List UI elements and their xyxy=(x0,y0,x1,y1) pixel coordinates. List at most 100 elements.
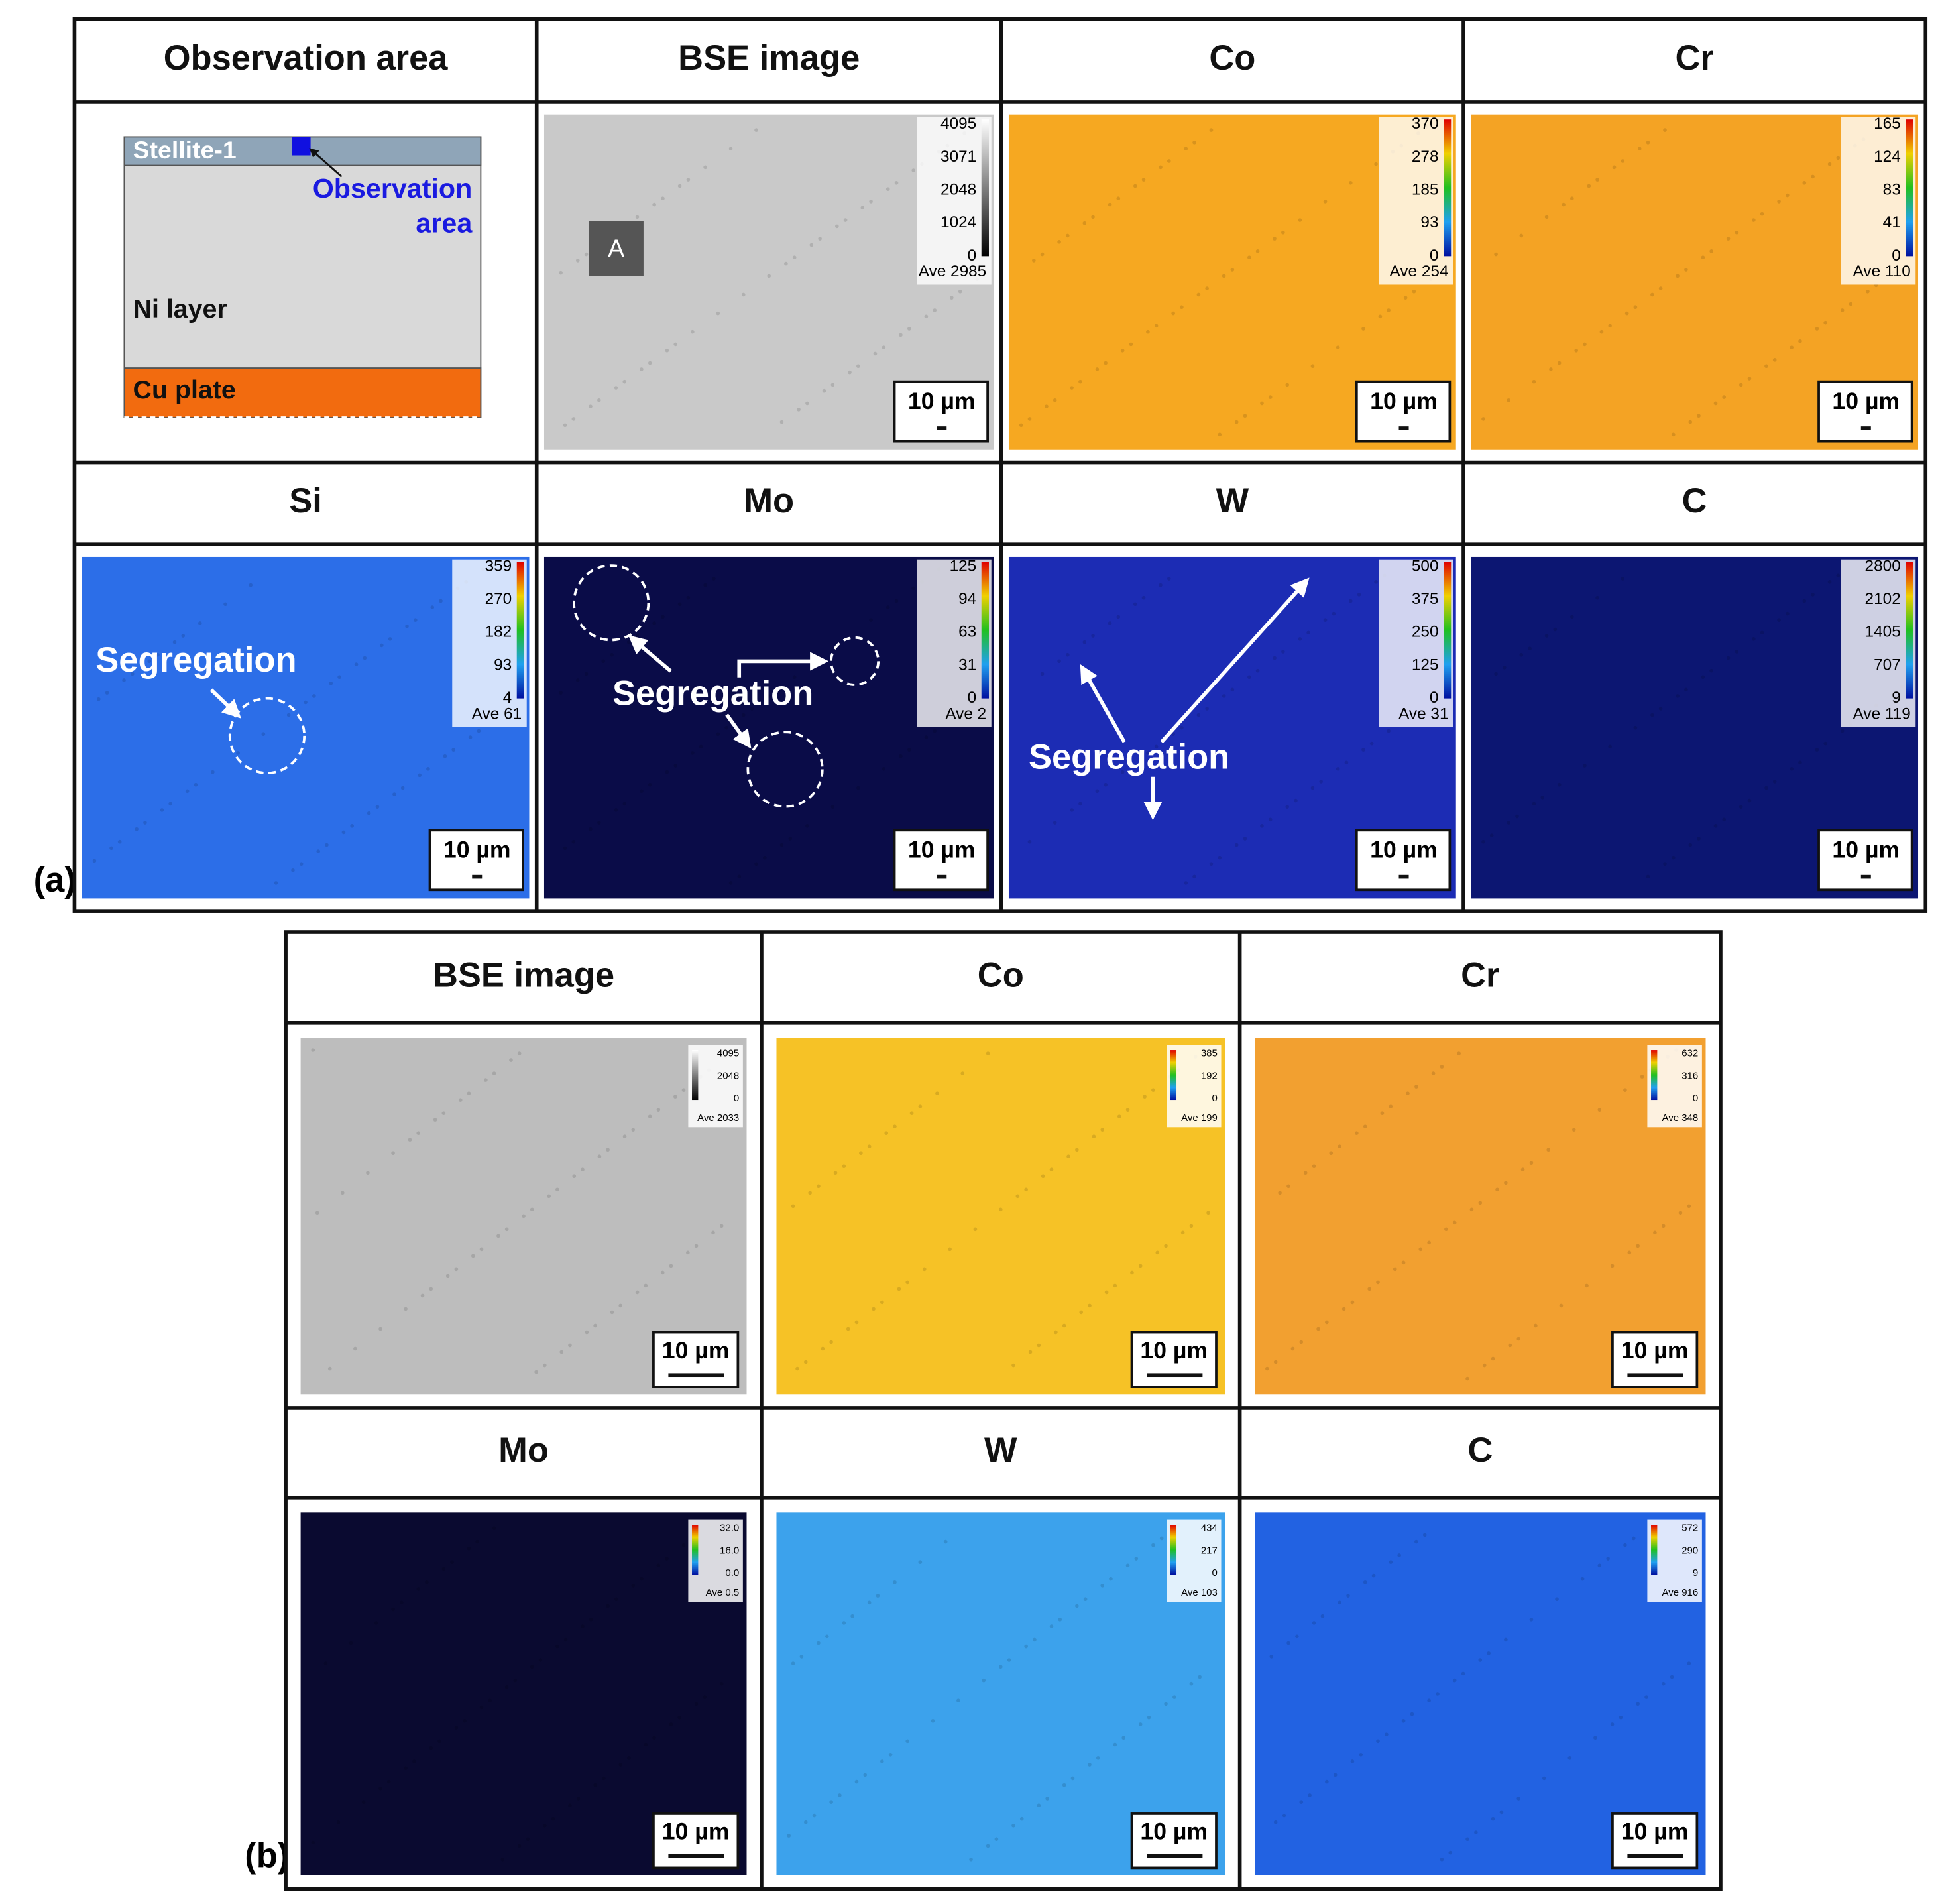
colorbar-label: 250 xyxy=(1412,623,1439,641)
texture xyxy=(408,1138,412,1142)
texture xyxy=(652,1736,656,1740)
texture xyxy=(1495,1187,1499,1192)
texture xyxy=(703,1695,707,1699)
texture xyxy=(513,1678,518,1683)
texture xyxy=(681,1088,686,1092)
texture xyxy=(1520,1167,1525,1172)
texture xyxy=(1619,1715,1623,1720)
cell-title: Cr xyxy=(1675,38,1713,78)
texture xyxy=(223,602,227,607)
texture xyxy=(1155,1250,1160,1255)
texture xyxy=(1397,1553,1401,1557)
texture xyxy=(463,1718,467,1723)
texture xyxy=(1306,630,1310,635)
texture xyxy=(1053,821,1057,825)
texture xyxy=(1066,652,1070,657)
scale-box xyxy=(1355,380,1452,443)
texture xyxy=(1777,200,1781,204)
texture xyxy=(1637,147,1642,151)
texture xyxy=(1491,1356,1495,1361)
texture xyxy=(1452,1220,1457,1225)
texture xyxy=(1146,751,1150,755)
texture xyxy=(1346,1594,1350,1598)
layer-label: Stellite-1 xyxy=(133,136,237,164)
texture xyxy=(1323,618,1328,622)
texture xyxy=(1798,760,1802,765)
texture xyxy=(572,1174,577,1179)
texture xyxy=(833,1171,838,1175)
texture xyxy=(1697,837,1701,841)
texture xyxy=(492,1526,496,1530)
annotation-arrow xyxy=(209,688,241,719)
colorbar-label: 572 xyxy=(1682,1523,1698,1534)
colorbar xyxy=(1170,1050,1177,1101)
annotation-arrow xyxy=(1160,577,1310,744)
texture xyxy=(1159,583,1163,587)
colorbar xyxy=(1906,562,1913,699)
texture xyxy=(767,694,771,698)
texture xyxy=(311,1048,315,1052)
texture xyxy=(198,621,202,625)
texture xyxy=(948,1247,952,1252)
texture xyxy=(660,1270,665,1275)
texture xyxy=(1544,634,1549,638)
texture xyxy=(1141,595,1146,600)
texture xyxy=(652,202,656,207)
texture xyxy=(872,1307,876,1311)
texture xyxy=(830,805,835,809)
texture xyxy=(728,147,733,151)
highlight-circle xyxy=(830,636,880,686)
texture xyxy=(304,700,308,705)
texture xyxy=(691,329,695,334)
scale-bar xyxy=(668,1854,724,1858)
texture xyxy=(1606,1557,1610,1561)
texture xyxy=(1555,1597,1559,1602)
texture xyxy=(1499,1810,1504,1815)
texture xyxy=(1562,202,1566,207)
texture xyxy=(1109,1577,1113,1581)
texture xyxy=(1444,1227,1448,1232)
texture xyxy=(797,408,801,412)
texture xyxy=(1387,308,1391,312)
texture xyxy=(1032,259,1036,263)
texture xyxy=(763,855,767,860)
texture xyxy=(686,178,691,182)
texture xyxy=(341,830,346,835)
texture xyxy=(1624,311,1629,316)
texture xyxy=(1282,1813,1286,1818)
scale-bar xyxy=(1147,1373,1203,1378)
texture xyxy=(1574,348,1578,353)
scale-box xyxy=(1611,1812,1699,1870)
texture xyxy=(716,311,720,316)
texture xyxy=(614,1597,618,1602)
colorbar-label: 0 xyxy=(1212,1093,1218,1104)
texture xyxy=(863,1773,868,1777)
texture xyxy=(1286,1641,1290,1645)
texture xyxy=(614,386,618,390)
texture xyxy=(522,1214,526,1219)
texture xyxy=(336,1820,341,1824)
texture xyxy=(341,1191,345,1195)
texture xyxy=(1623,1088,1627,1092)
texture xyxy=(1840,729,1845,733)
texture xyxy=(834,224,839,229)
texture xyxy=(378,1327,382,1331)
scale-box xyxy=(1355,829,1452,892)
texture xyxy=(530,1207,534,1212)
texture xyxy=(353,1346,357,1351)
texture xyxy=(526,1837,530,1842)
texture xyxy=(1621,159,1625,163)
texture xyxy=(1663,862,1667,866)
texture xyxy=(1671,432,1676,437)
texture xyxy=(829,1800,833,1804)
texture xyxy=(931,1718,935,1723)
texture xyxy=(805,824,809,828)
texture xyxy=(1113,1283,1117,1288)
texture xyxy=(1709,668,1713,673)
texture xyxy=(1790,345,1794,349)
texture xyxy=(933,729,937,733)
texture xyxy=(1410,1712,1414,1716)
texture xyxy=(691,751,695,755)
texture xyxy=(1066,233,1070,238)
texture xyxy=(1260,401,1264,406)
